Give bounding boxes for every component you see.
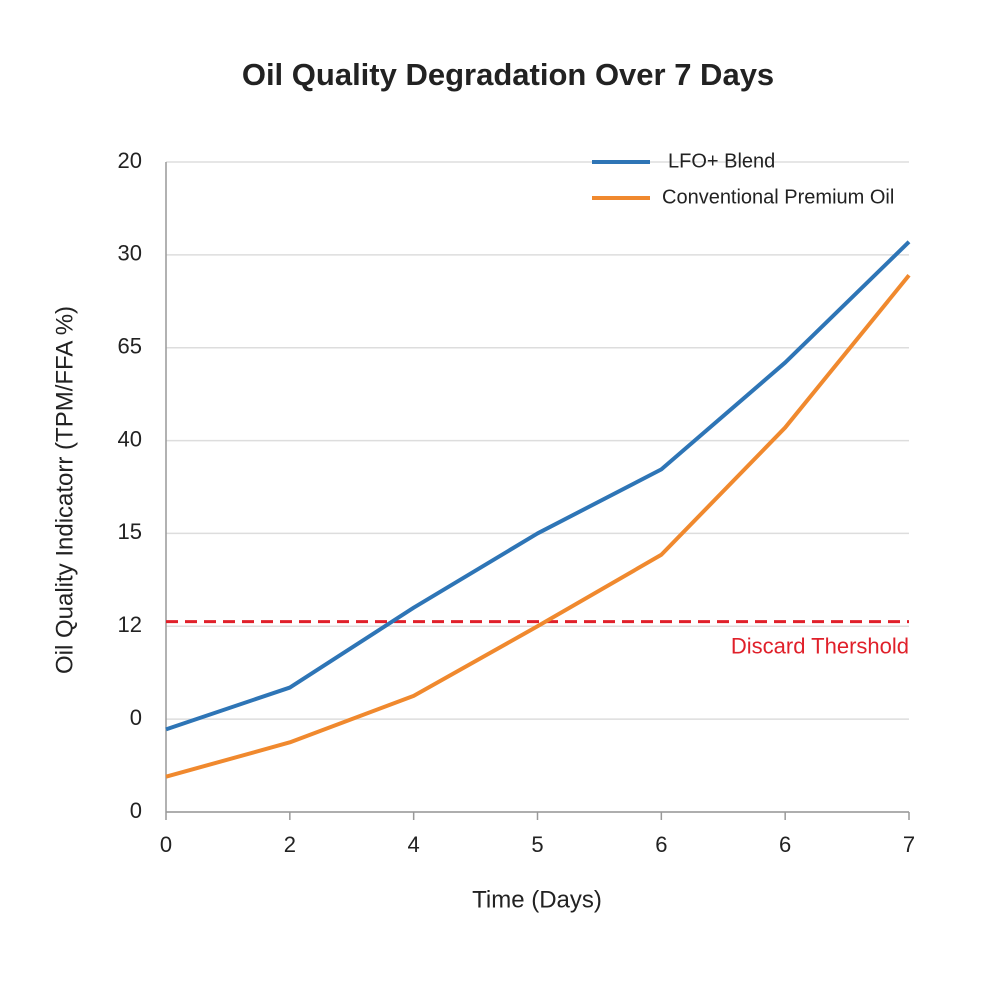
y-tick-label: 0 [130, 705, 142, 730]
y-tick-label: 40 [118, 426, 142, 451]
x-tick-label: 5 [531, 832, 543, 857]
x-tick-label: 4 [408, 832, 420, 857]
y-axis-title: Oil Quality Indicatorr (TPM/FFA %) [51, 306, 78, 674]
x-axis-title: Time (Days) [472, 886, 602, 913]
x-tick-label: 7 [903, 832, 915, 857]
series-line [165, 274, 911, 779]
y-tick-label: 30 [118, 241, 142, 266]
chart-title: Oil Quality Degradation Over 7 Days [242, 57, 774, 92]
y-tick-label: 15 [118, 519, 142, 544]
y-tick-label: 65 [118, 334, 142, 359]
x-tick-label: 6 [779, 832, 791, 857]
x-tick-label: 2 [284, 832, 296, 857]
x-tick-label: 6 [655, 832, 667, 857]
y-tick-label: 12 [118, 612, 142, 637]
y-tick-label: 0 [130, 798, 142, 823]
legend-label: LFO+ Blend [668, 150, 775, 172]
x-tick-label: 0 [160, 832, 172, 857]
legend-label: Conventional Premium Oil [662, 186, 894, 208]
y-tick-label: 20 [118, 148, 142, 173]
threshold-label: Discard Thershold [731, 633, 909, 658]
series-line [165, 240, 911, 732]
